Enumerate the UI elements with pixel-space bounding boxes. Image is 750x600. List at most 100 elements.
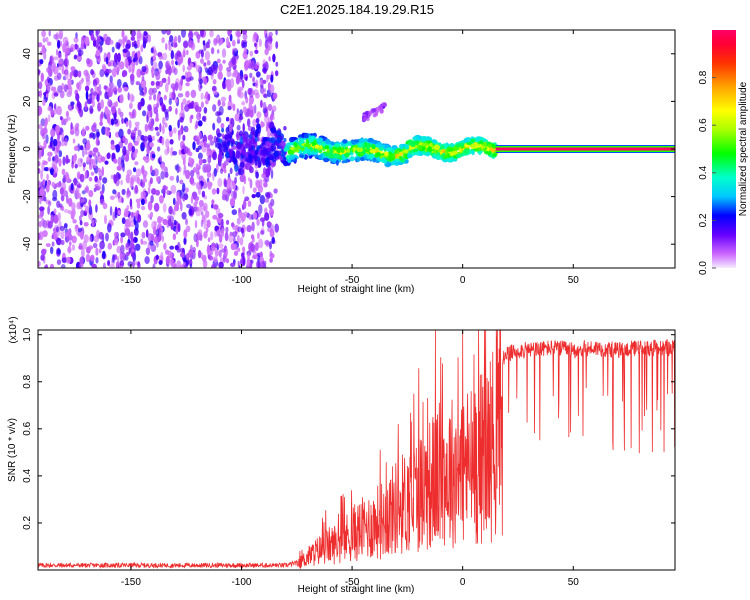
heatmap-cell — [56, 259, 62, 265]
heatmap-cell — [43, 160, 48, 165]
heatmap-cell — [203, 141, 207, 148]
heatmap-cell — [236, 217, 241, 225]
heatmap-cell — [254, 153, 258, 161]
heatmap-cell — [125, 149, 130, 156]
heatmap-cell — [99, 198, 105, 206]
heatmap-cell — [60, 239, 65, 246]
heatmap-cell — [140, 205, 146, 211]
heatmap-cell — [198, 70, 202, 80]
heatmap-cell — [128, 247, 132, 254]
heatmap-cell — [134, 43, 138, 49]
heatmap-cell — [128, 119, 132, 129]
heatmap-cell — [470, 143, 477, 147]
heatmap-cell — [226, 80, 232, 88]
heatmap-cell — [304, 154, 308, 158]
heatmap-cell — [244, 162, 251, 171]
heatmap-cell — [229, 231, 233, 236]
heatmap-cell — [248, 140, 253, 149]
heatmap-cell — [161, 52, 168, 61]
heatmap-cell — [264, 198, 270, 203]
heatmap-cell — [79, 173, 85, 183]
y-tick-label: 0.6 — [22, 421, 33, 435]
heatmap-cell — [471, 150, 475, 156]
heatmap-cell — [302, 150, 307, 155]
heatmap-cell — [56, 105, 62, 116]
heatmap-cell — [120, 244, 125, 254]
heatmap-cell — [134, 127, 137, 132]
colorbar-tick-label: 0.8 — [698, 70, 709, 84]
heatmap-cell — [263, 88, 267, 93]
heatmap-cell — [50, 246, 54, 255]
heatmap-cell — [260, 149, 265, 156]
heatmap-cell — [258, 38, 262, 47]
heatmap-cell — [346, 148, 351, 154]
heatmap-cell — [172, 86, 176, 94]
heatmap-cell — [260, 86, 265, 94]
heatmap-cell — [236, 247, 241, 252]
heatmap-cell — [205, 44, 211, 49]
heatmap-cell — [68, 85, 73, 95]
heatmap-cell — [334, 143, 341, 148]
y-tick-label: 0 — [22, 146, 33, 152]
heatmap-cell — [407, 153, 412, 159]
heatmap-cell — [147, 34, 151, 43]
heatmap-cell — [270, 113, 274, 121]
heatmap-cell — [275, 70, 279, 77]
heatmap-cell — [64, 59, 68, 65]
heatmap-cell — [221, 218, 224, 228]
heatmap-cell — [200, 58, 204, 64]
heatmap-cell — [98, 83, 102, 92]
heatmap-cell — [203, 107, 208, 114]
strong-signal-core — [495, 147, 675, 151]
heatmap-cell — [115, 261, 119, 268]
heatmap-cell — [435, 155, 442, 160]
heatmap-cell — [161, 137, 165, 146]
heatmap-cell — [374, 112, 378, 117]
heatmap-cell — [137, 129, 142, 137]
heatmap-cell — [91, 219, 95, 228]
heatmap-cell — [226, 66, 232, 72]
heatmap-cell — [150, 234, 155, 243]
heatmap-panel: -150 -100 -50 0 50 -40 -20 0 20 40 Height of str… — [7, 29, 676, 295]
heatmap-cell — [42, 127, 48, 135]
heatmap-cell — [218, 99, 221, 106]
heatmap-cell — [64, 208, 69, 214]
heatmap-cell — [151, 153, 156, 159]
heatmap-cell — [46, 173, 49, 181]
heatmap-cell — [174, 98, 178, 104]
heatmap-cell — [231, 222, 235, 228]
heatmap-cell — [182, 257, 188, 263]
heatmap-cell — [63, 223, 68, 229]
snr-panel: -150 -100 -50 0 50 0.2 0.4 0.6 0.8 1.0 Height of… — [7, 316, 676, 595]
heatmap-cell — [145, 229, 149, 238]
heatmap-cell — [71, 104, 75, 110]
heatmap-cell — [165, 42, 168, 51]
heatmap-cell — [142, 240, 148, 245]
heatmap-cell — [164, 122, 168, 128]
y-tick-label: -20 — [22, 189, 33, 204]
heatmap-cell — [135, 243, 141, 251]
heatmap-cell — [379, 144, 385, 148]
heatmap-cell — [117, 173, 122, 180]
heatmap-cell — [177, 119, 180, 129]
heatmap-cell — [192, 250, 196, 260]
heatmap-cell — [78, 183, 82, 189]
heatmap-cell — [289, 136, 295, 143]
heatmap-cell — [102, 202, 108, 210]
heatmap-cell — [81, 190, 86, 195]
heatmap-cell — [253, 255, 259, 260]
heatmap-cell — [120, 236, 123, 244]
heatmap-cell — [151, 220, 157, 230]
heatmap-cell — [250, 105, 255, 111]
heatmap-cell — [480, 145, 486, 149]
heatmap-cell — [170, 222, 174, 230]
heatmap-cell — [207, 66, 214, 76]
heatmap-cell — [79, 263, 84, 268]
heatmap-cell — [179, 179, 184, 185]
heatmap-cell — [114, 90, 118, 95]
heatmap-cell — [231, 209, 237, 216]
heatmap-cell — [147, 214, 152, 219]
x-tick-label: -50 — [345, 577, 360, 588]
heatmap-cell — [46, 67, 51, 74]
heatmap-cell — [46, 76, 50, 83]
